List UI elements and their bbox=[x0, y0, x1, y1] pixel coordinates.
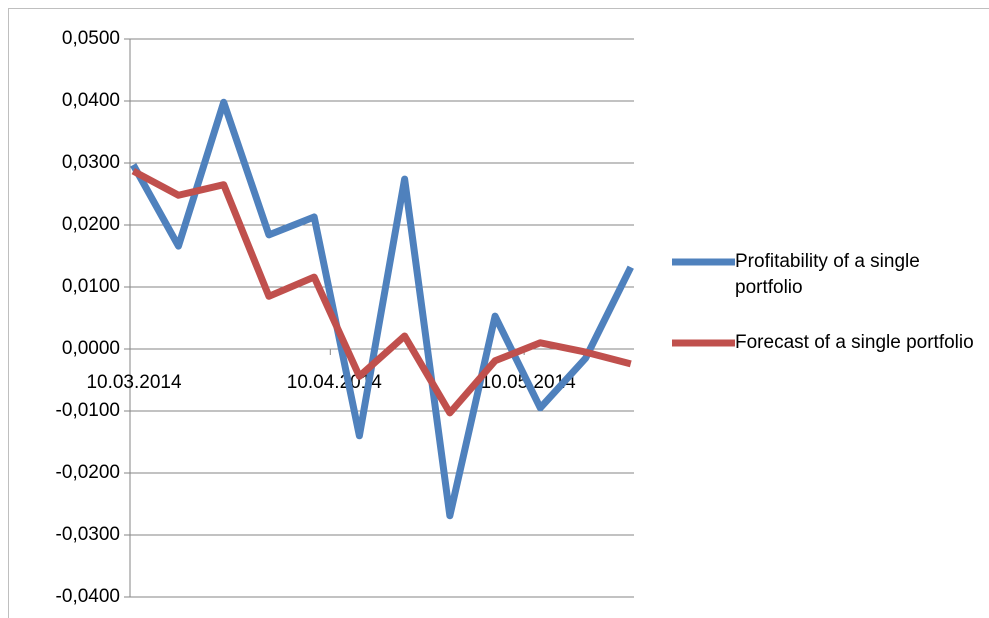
y-tick-label: -0,0400 bbox=[56, 586, 120, 607]
chart-border bbox=[8, 8, 989, 618]
y-tick-label: -0,0200 bbox=[56, 462, 120, 483]
series-line bbox=[131, 167, 632, 417]
legend-label: Forecast of a single portfolio bbox=[735, 332, 974, 353]
y-tick-label: 0,0200 bbox=[62, 214, 120, 235]
legend-label: Profitability of a single portfolio bbox=[735, 251, 920, 298]
x-tick-label: 10.03.2014 bbox=[86, 372, 182, 393]
y-tick-label: 0,0300 bbox=[62, 152, 120, 173]
y-tick-label: -0,0300 bbox=[56, 524, 120, 545]
y-tick-label: 0,0400 bbox=[62, 90, 120, 111]
series-line bbox=[130, 98, 634, 520]
y-tick-label: 0,0000 bbox=[62, 338, 120, 359]
y-tick-label: 0,0500 bbox=[62, 28, 120, 49]
y-tick-label: 0,0100 bbox=[62, 276, 120, 297]
y-tick-label: -0,0100 bbox=[56, 400, 120, 421]
